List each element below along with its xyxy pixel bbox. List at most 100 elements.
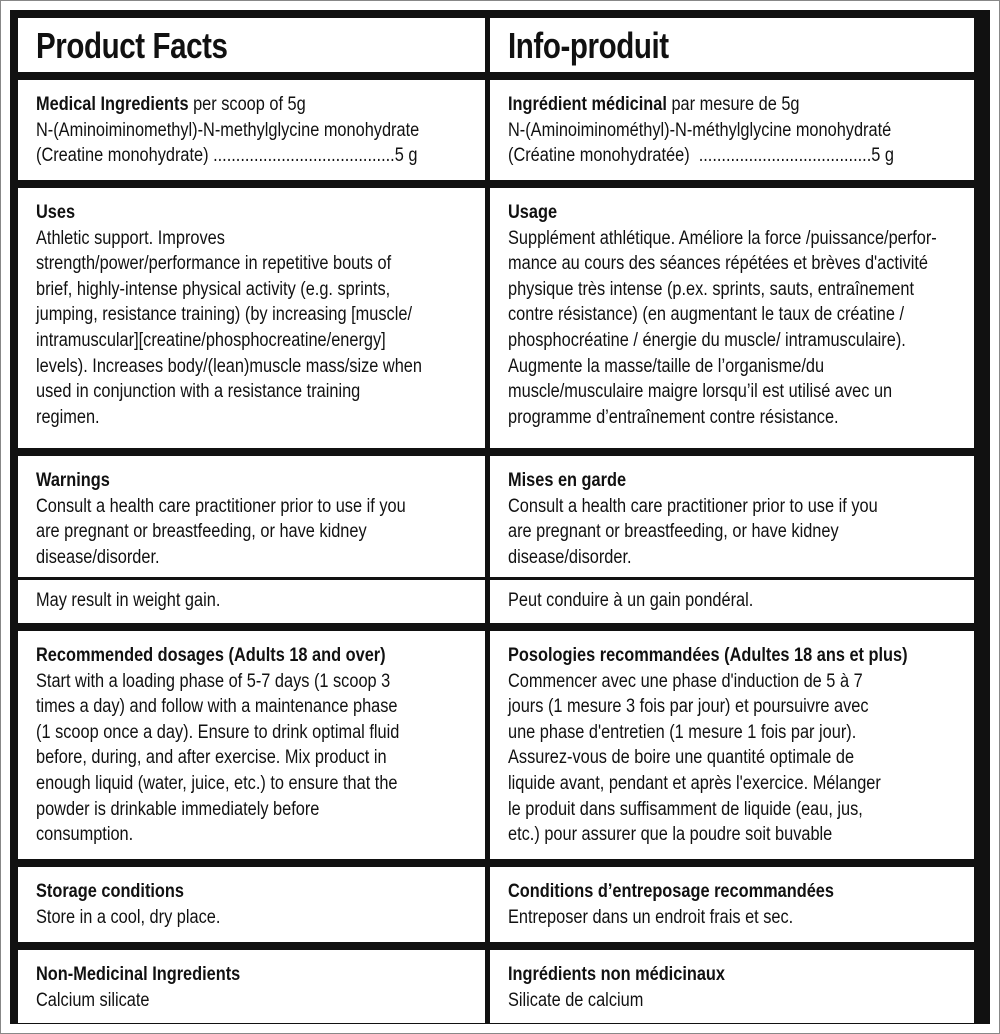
- section-heading: Mises en garde: [508, 468, 878, 494]
- text-line: Peut conduire à un gain pondéral.: [508, 590, 754, 611]
- text-line: intramuscular][creatine/phosphocreatine/…: [36, 329, 386, 351]
- storage-content: Storage conditions Store in a cool, dry p…: [36, 879, 220, 930]
- text-line: (1 scoop once a day). Ensure to drink op…: [36, 721, 400, 743]
- section-heading: Recommended dosages (Adults 18 and over): [36, 643, 399, 669]
- text-line: N-(Aminoiminomethyl)-N-methylglycine mon…: [36, 119, 420, 141]
- uses-content: Uses Athletic support. Improves strength/p…: [36, 200, 422, 430]
- english-storage-cell: Storage conditions Store in a cool, dry p…: [18, 867, 485, 942]
- text-line: are pregnant or breastfeeding, or have k…: [508, 521, 839, 543]
- text-line: are pregnant or breastfeeding, or have k…: [36, 521, 367, 543]
- section-heading: Ingrédient médicinal par mesure de 5g: [508, 92, 894, 118]
- panel-title: Info-produit: [508, 25, 669, 66]
- text-line: le produit dans suffisamment de liquide …: [508, 798, 863, 820]
- heading-text: Usage: [508, 202, 558, 223]
- text-line: Store in a cool, dry place.: [36, 906, 221, 928]
- text-line: Start with a loading phase of 5-7 days (…: [36, 670, 391, 692]
- nonmed-content: Non-Medicinal Ingredients Calcium silicat…: [36, 962, 240, 1013]
- nonmed-content: Ingrédients non médicinaux Silicate de ca…: [508, 962, 725, 1013]
- warnings-content: Warnings Consult a health care practition…: [36, 468, 406, 570]
- text-line: Augmente la masse/taille de l’organisme/…: [508, 355, 825, 377]
- english-title-cell: Product Facts: [18, 18, 485, 72]
- section-heading: Usage: [508, 200, 937, 226]
- section-heading: Medical Ingredients per scoop of 5g: [36, 92, 419, 118]
- text-line: May result in weight gain.: [36, 590, 221, 611]
- uses-content: Usage Supplément athlétique. Améliore la …: [508, 200, 937, 430]
- text-line: Consult a health care practitioner prior…: [36, 495, 406, 517]
- text-line: (Créatine monohydratée) ................…: [508, 145, 894, 167]
- heading-text: Medical Ingredients: [36, 94, 189, 115]
- english-warnings-cell: Warnings Consult a health care practition…: [18, 456, 485, 577]
- english-nonmed-cell: Non-Medicinal Ingredients Calcium silicat…: [18, 950, 485, 1023]
- text-line: N-(Aminoiminométhyl)-N-méthylglycine mon…: [508, 119, 892, 141]
- dosages-content: Recommended dosages (Adults 18 and over)…: [36, 643, 399, 848]
- weight-content: May result in weight gain.: [36, 588, 220, 614]
- french-nonmed-cell: Ingrédients non médicinaux Silicate de ca…: [490, 950, 974, 1023]
- heading-text: Warnings: [36, 470, 110, 491]
- text-line: contre résistance) (en augmentant le tau…: [508, 304, 905, 326]
- french-uses-cell: Usage Supplément athlétique. Améliore la …: [490, 188, 974, 448]
- text-line: Silicate de calcium: [508, 989, 644, 1011]
- english-weight-cell: May result in weight gain.: [18, 580, 485, 623]
- english-ingredients-cell: Medical Ingredients per scoop of 5g N-(Am…: [18, 80, 485, 180]
- english-dosages-cell: Recommended dosages (Adults 18 and over)…: [18, 631, 485, 859]
- heading-suffix: par mesure de 5g: [666, 94, 800, 115]
- text-line: phosphocréatine / énergie du muscle/ int…: [508, 329, 906, 351]
- heading-text: Conditions d’entreposage recommandées: [508, 881, 834, 902]
- section-heading: Posologies recommandées (Adultes 18 ans …: [508, 643, 908, 669]
- text-line: powder is drinkable immediately before: [36, 798, 320, 820]
- french-ingredients-cell: Ingrédient médicinal par mesure de 5g N-(…: [490, 80, 974, 180]
- text-line: mance au cours des séances répétées et b…: [508, 253, 929, 275]
- text-line: before, during, and after exercise. Mix …: [36, 747, 387, 769]
- panel-title: Product Facts: [36, 25, 228, 66]
- dosages-content: Posologies recommandées (Adultes 18 ans …: [508, 643, 908, 848]
- text-line: jours (1 mesure 3 fois par jour) et pour…: [508, 696, 869, 718]
- text-line: disease/disorder.: [508, 546, 632, 568]
- text-line: Athletic support. Improves: [36, 227, 225, 249]
- section-heading: Conditions d’entreposage recommandées: [508, 879, 834, 905]
- text-line: etc.) pour assurer que la poudre soit bu…: [508, 824, 833, 846]
- text-line: levels). Increases body/(lean)muscle mas…: [36, 355, 422, 377]
- text-line: Supplément athlétique. Améliore la force…: [508, 227, 937, 249]
- heading-suffix: per scoop of 5g: [188, 94, 306, 115]
- text-line: strength/power/performance in repetitive…: [36, 253, 392, 275]
- heading-text: Uses: [36, 202, 76, 223]
- weight-content: Peut conduire à un gain pondéral.: [508, 588, 753, 614]
- text-line: Entreposer dans un endroit frais et sec.: [508, 906, 794, 928]
- heading-text: Posologies recommandées (Adultes 18 ans …: [508, 645, 908, 666]
- ingredients-content: Ingrédient médicinal par mesure de 5g N-(…: [508, 92, 894, 169]
- heading-text: Ingrédients non médicinaux: [508, 964, 726, 985]
- text-line: Calcium silicate: [36, 989, 150, 1011]
- text-line: used in conjunction with a resistance tr…: [36, 381, 361, 403]
- heading-text: Mises en garde: [508, 470, 627, 491]
- text-line: disease/disorder.: [36, 546, 160, 568]
- text-line: physique très intense (p.ex. sprints, sa…: [508, 278, 914, 300]
- warnings-content: Mises en garde Consult a health care prac…: [508, 468, 878, 570]
- heading-text: Non-Medicinal Ingredients: [36, 964, 241, 985]
- text-line: programme d’entraînement contre résistan…: [508, 406, 839, 428]
- text-line: une phase d'entretien (1 mesure 1 fois p…: [508, 721, 857, 743]
- heading-text: Storage conditions: [36, 881, 184, 902]
- text-line: enough liquid (water, juice, etc.) to en…: [36, 772, 398, 794]
- section-heading: Warnings: [36, 468, 406, 494]
- text-line: jumping, resistance training) (by increa…: [36, 304, 412, 326]
- section-heading: Storage conditions: [36, 879, 220, 905]
- section-heading: Uses: [36, 200, 422, 226]
- section-heading: Ingrédients non médicinaux: [508, 962, 725, 988]
- storage-content: Conditions d’entreposage recommandées Ent…: [508, 879, 834, 930]
- section-heading: Non-Medicinal Ingredients: [36, 962, 240, 988]
- text-line: muscle/musculaire maigre lorsqu’il est u…: [508, 381, 893, 403]
- text-line: Assurez-vous de boire une quantité optim…: [508, 747, 855, 769]
- french-title-cell: Info-produit: [490, 18, 974, 72]
- heading-text: Recommended dosages (Adults 18 and over): [36, 645, 386, 666]
- heading-text: Ingrédient médicinal: [508, 94, 667, 115]
- text-line: (Creatine monohydrate) .................…: [36, 145, 418, 167]
- french-storage-cell: Conditions d’entreposage recommandées Ent…: [490, 867, 974, 942]
- ingredients-content: Medical Ingredients per scoop of 5g N-(Am…: [36, 92, 419, 169]
- text-line: consumption.: [36, 824, 134, 846]
- text-line: regimen.: [36, 406, 100, 428]
- english-uses-cell: Uses Athletic support. Improves strength/p…: [18, 188, 485, 448]
- text-line: brief, highly-intense physical activity …: [36, 278, 391, 300]
- french-warnings-cell: Mises en garde Consult a health care prac…: [490, 456, 974, 577]
- product-facts-table: Product Facts Info-produit Medical Ingredi…: [10, 10, 990, 1024]
- french-weight-cell: Peut conduire à un gain pondéral.: [490, 580, 974, 623]
